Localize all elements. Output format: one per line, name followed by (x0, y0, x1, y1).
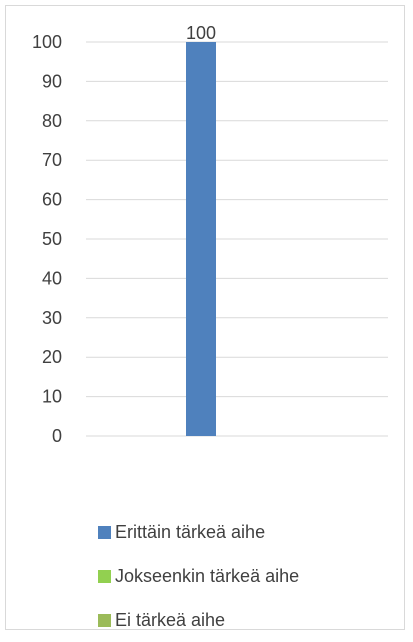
legend-swatch (98, 525, 111, 539)
y-tick-label: 90 (42, 71, 62, 91)
legend: Erittäin tärkeä aihe Jokseenkin tärkeä a… (98, 510, 299, 642)
y-tick-label: 20 (42, 347, 62, 367)
y-tick-label: 50 (42, 229, 62, 249)
legend-item-ei: Ei tärkeä aihe (98, 598, 299, 642)
legend-swatch (98, 613, 111, 627)
data-label: 100 (186, 23, 216, 43)
legend-label: Jokseenkin tärkeä aihe (115, 565, 300, 586)
y-tick-label: 80 (42, 111, 62, 131)
y-tick-label: 40 (42, 268, 62, 288)
y-tick-label: 60 (42, 190, 62, 210)
legend-label: Ei tärkeä aihe (115, 609, 226, 630)
bar-1 (186, 42, 216, 436)
y-tick-label: 70 (42, 150, 62, 170)
legend-swatch (98, 569, 111, 583)
y-tick-label: 10 (42, 387, 62, 407)
y-tick-label: 30 (42, 308, 62, 328)
y-tick-label: 0 (52, 426, 62, 446)
legend-item-jokseenkin: Jokseenkin tärkeä aihe (98, 554, 299, 598)
legend-item-erittain: Erittäin tärkeä aihe (98, 510, 299, 554)
y-tick-label: 100 (32, 32, 62, 52)
legend-label: Erittäin tärkeä aihe (115, 521, 266, 542)
